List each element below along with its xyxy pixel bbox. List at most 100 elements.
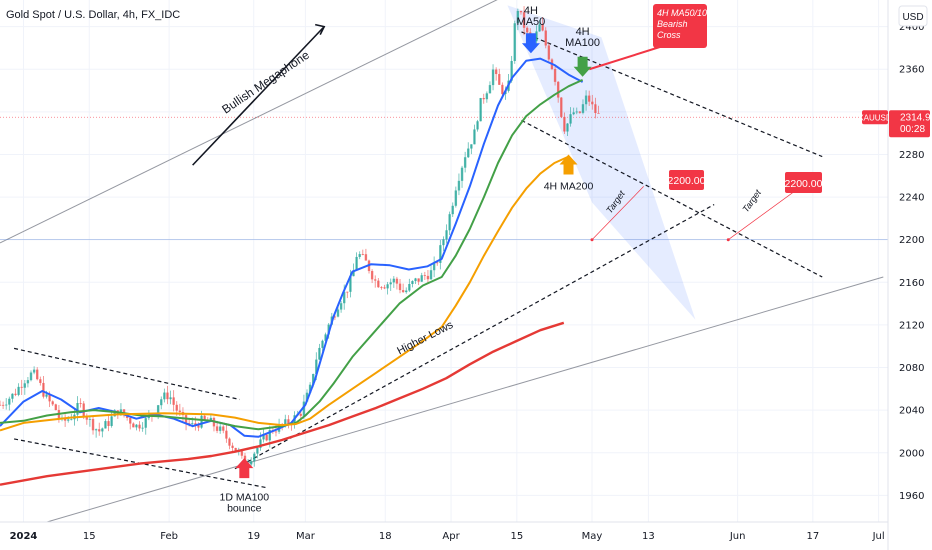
target-1-point [590, 238, 594, 242]
candle-body [113, 410, 116, 417]
y-tick-label: 1960 [899, 491, 924, 502]
candle-body [491, 69, 495, 86]
candle-body [51, 401, 54, 405]
target-2-label: Target [740, 187, 763, 214]
candle-body [513, 23, 516, 61]
candle-body [318, 347, 321, 360]
candle-body [110, 416, 113, 426]
x-tick-label: Jul [872, 531, 885, 542]
candle-body [463, 157, 467, 168]
candle-body [166, 392, 169, 400]
candle-body [311, 373, 315, 385]
candle-body [76, 403, 79, 415]
candle-body [169, 397, 172, 400]
candle-body [85, 416, 89, 420]
candle-body [26, 380, 30, 384]
candle-body [587, 95, 591, 102]
candle-body [194, 423, 197, 426]
ma-4h-100-line [0, 78, 584, 431]
candle-body [420, 275, 423, 282]
candle-body [498, 74, 501, 85]
candle-body [411, 281, 414, 285]
candle-body [141, 427, 144, 429]
candle-body [197, 425, 200, 428]
candle-body [308, 384, 312, 393]
candle-body [256, 447, 259, 454]
candle-body [249, 461, 253, 465]
candle-body [417, 278, 420, 282]
ma1d-bounce-label: 1D MA100 bounce [220, 492, 270, 515]
y-tick-label: 2160 [899, 278, 924, 289]
candle-body [191, 423, 194, 425]
price-tag-price: 2314.95 [900, 113, 932, 124]
candle-body [274, 431, 278, 433]
candle-body [305, 392, 309, 402]
candle-body [355, 256, 358, 271]
candle-body [343, 291, 346, 304]
candle-body [553, 69, 557, 82]
symbol-tag [862, 110, 888, 125]
candle-body [175, 404, 178, 411]
candle-body [336, 309, 340, 317]
candle-body [200, 415, 203, 428]
candle-body [48, 394, 51, 402]
candle-body [482, 98, 485, 100]
y-tick-label: 2120 [899, 320, 924, 331]
candle-body [42, 382, 45, 397]
ma-4h-200-line [0, 155, 569, 432]
candle-body [284, 419, 287, 426]
price-tag [889, 110, 930, 138]
candle-body [253, 453, 256, 462]
bearish-cross-pointer [589, 45, 664, 71]
candle-body [358, 254, 361, 257]
candle-body [88, 419, 92, 420]
candle-body [82, 403, 85, 417]
candle-body [234, 447, 237, 452]
candle-body [215, 426, 219, 431]
candle-body [0, 404, 2, 406]
candle-body [156, 405, 160, 415]
y-tick-label: 2080 [899, 363, 924, 374]
candle-body [265, 434, 268, 441]
candle-body [225, 430, 228, 439]
candle-body [132, 423, 135, 428]
y-tick-label: 2240 [899, 193, 924, 204]
candle-body [370, 271, 374, 280]
candle-body [401, 290, 405, 293]
candle-body [383, 287, 386, 289]
x-tick-label: 15 [510, 531, 523, 542]
ma1d-bounce-label-line: 1D MA100 [220, 492, 270, 504]
candle-body [36, 369, 39, 380]
megaphone-arrow-head [315, 23, 326, 35]
ma200-arrow [559, 154, 578, 175]
candle-body [525, 27, 529, 33]
candle-body [510, 60, 513, 81]
candle-body [39, 379, 42, 383]
ma50-label-line: 4H [524, 5, 538, 17]
candle-body [135, 424, 138, 428]
x-tick-label: 2024 [10, 531, 38, 542]
currency-button[interactable] [898, 5, 928, 27]
ma100-label: 4H MA100 [565, 26, 600, 49]
candle-body [178, 410, 182, 412]
y-tick-label: 2040 [899, 406, 924, 417]
target-2-badge-text: 2200.00 [785, 178, 823, 190]
x-tick-label: Mar [296, 531, 316, 542]
candle-body [380, 287, 383, 289]
candle-body [333, 316, 337, 318]
candle-body [346, 291, 349, 293]
candle-body [91, 419, 95, 431]
target-1-badge-text: 2200.00 [668, 175, 706, 187]
candle-body [566, 123, 569, 132]
candle-body [45, 394, 48, 397]
x-tick-label: 18 [379, 531, 392, 542]
candle-body [429, 270, 433, 280]
megaphone-lower-line [46, 276, 884, 522]
candle-body [398, 283, 402, 291]
candle-body [432, 262, 436, 271]
descending-channel-bottom [521, 119, 823, 278]
candle-body [451, 205, 454, 215]
candle-body [20, 386, 23, 388]
candle-body [1, 404, 5, 406]
